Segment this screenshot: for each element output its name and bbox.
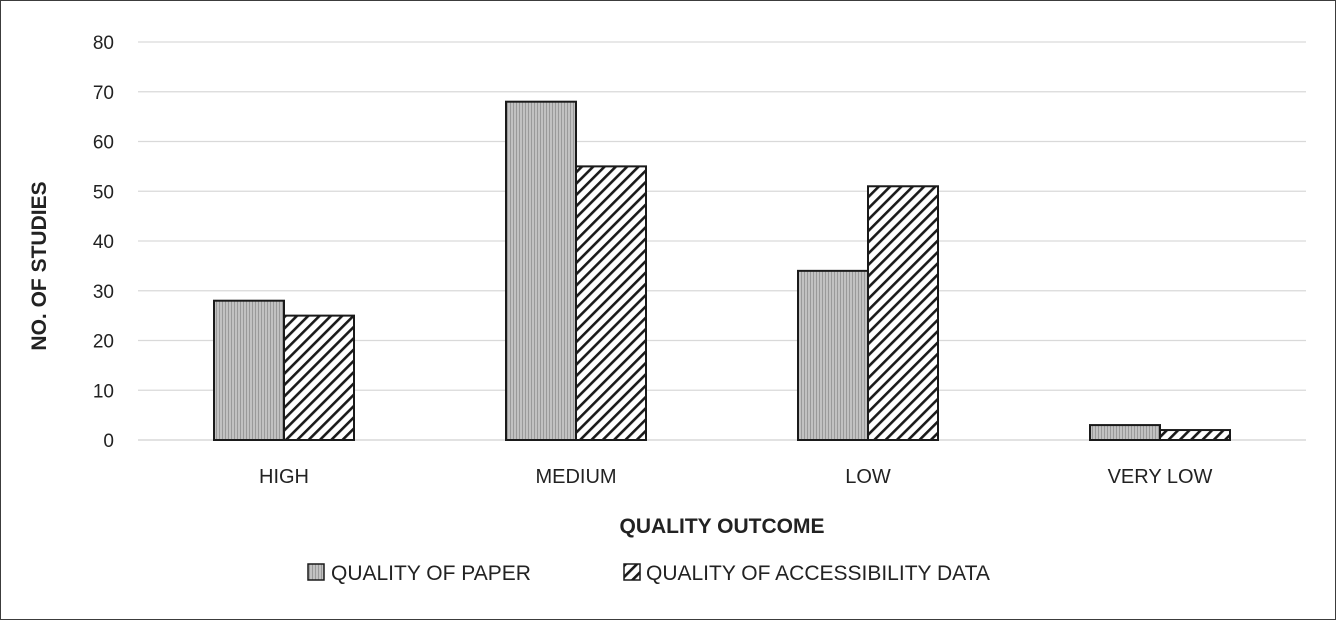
y-tick-label: 30	[93, 282, 114, 303]
y-tick-label: 10	[93, 381, 114, 402]
x-category-label: HIGH	[259, 466, 309, 488]
legend-label-quality-of-paper: QUALITY OF PAPER	[331, 562, 531, 585]
legend-swatch-quality-of-paper	[307, 563, 325, 581]
bar-quality-of-paper-medium	[505, 100, 577, 441]
x-axis-categories: HIGH MEDIUM LOW VERY LOW	[259, 466, 1213, 488]
bar-quality-of-accessibility-data-very-low	[1159, 429, 1231, 441]
bar-quality-of-paper-very-low	[1089, 424, 1161, 442]
y-tick-label: 80	[93, 33, 114, 54]
legend-swatch-quality-of-accessibility-data	[623, 563, 641, 581]
y-tick-label: 0	[103, 431, 114, 452]
y-axis-ticks: 0 10 20 30 40 50 60 70 80	[93, 33, 114, 452]
y-tick-label: 20	[93, 332, 114, 353]
y-tick-label: 70	[93, 83, 114, 104]
bar-quality-of-paper-high	[213, 299, 285, 442]
y-tick-label: 50	[93, 182, 114, 203]
bars	[213, 100, 1231, 442]
x-category-label: MEDIUM	[535, 466, 616, 488]
bar-quality-of-paper-low	[797, 269, 869, 441]
bar-quality-of-accessibility-data-low	[867, 185, 939, 441]
y-tick-label: 60	[93, 133, 114, 154]
x-category-label: VERY LOW	[1108, 466, 1213, 488]
bar-quality-of-accessibility-data-high	[283, 314, 355, 441]
bar-quality-of-accessibility-data-medium	[575, 165, 647, 441]
legend-label-quality-of-accessibility-data: QUALITY OF ACCESSIBILITY DATA	[646, 562, 990, 585]
x-axis-title: QUALITY OUTCOME	[620, 515, 825, 538]
x-category-label: LOW	[845, 466, 891, 488]
y-tick-label: 40	[93, 232, 114, 253]
legend: QUALITY OF PAPER QUALITY OF ACCESSIBILIT…	[307, 562, 990, 585]
y-axis-title: NO. OF STUDIES	[28, 181, 51, 350]
